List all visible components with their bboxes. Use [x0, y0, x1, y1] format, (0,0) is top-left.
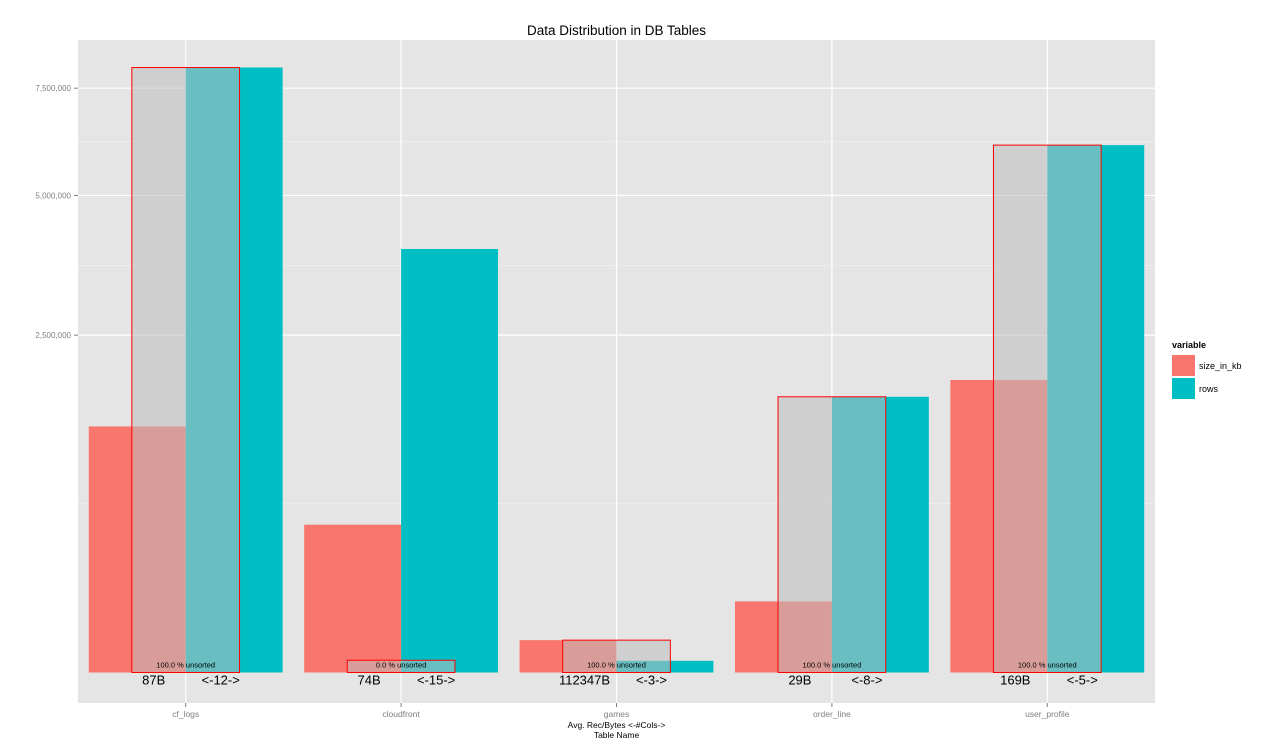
x-tick-label: cf_logs: [172, 709, 199, 719]
x-axis-label: Avg. Rec/Bytes <-#Cols->: [568, 720, 666, 730]
legend-swatch-rows: [1172, 378, 1195, 399]
unsorted-label: 100.0 % unsorted: [1018, 661, 1077, 670]
unsorted-label: 100.0 % unsorted: [156, 661, 215, 670]
legend-label-rows: rows: [1199, 383, 1219, 394]
legend-item-size-in-kb: size_in_kb: [1172, 354, 1242, 377]
x-tick-label: games: [604, 709, 630, 719]
legend-item-rows: rows: [1172, 377, 1242, 400]
overlay-bar: [131, 67, 241, 673]
legend-swatch-size-in-kb: [1172, 355, 1195, 376]
avg-rec-bytes-label: 112347B: [559, 673, 610, 688]
unsorted-label: 100.0 % unsorted: [803, 661, 862, 670]
overlay-bar: [562, 639, 671, 673]
unsorted-label: 100.0 % unsorted: [587, 661, 646, 670]
bar-rows: [401, 248, 499, 673]
legend: variable size_in_kb rows: [1172, 340, 1242, 400]
num-cols-label: <-15->: [417, 673, 455, 688]
legend-label-size-in-kb: size_in_kb: [1199, 360, 1242, 371]
unsorted-label: 0.0 % unsorted: [376, 661, 426, 670]
x-axis-title: Table Name: [594, 730, 640, 740]
avg-rec-bytes-label: 87B: [142, 673, 165, 688]
x-tick-label: cloudfront: [382, 709, 420, 719]
bar-size-in-kb: [304, 524, 402, 673]
avg-rec-bytes-label: 29B: [788, 673, 811, 688]
avg-rec-bytes-label: 74B: [358, 673, 381, 688]
num-cols-label: <-5->: [1067, 673, 1098, 688]
avg-rec-bytes-label: 169B: [1000, 673, 1030, 688]
overlay-bar: [777, 396, 887, 673]
x-tick-label: user_profile: [1025, 709, 1070, 719]
num-cols-label: <-3->: [636, 673, 667, 688]
y-tick-label: 5,000,000: [35, 191, 71, 200]
y-tick-label: 7,500,000: [35, 84, 71, 93]
legend-title: variable: [1172, 340, 1207, 350]
overlay-bar: [992, 144, 1102, 673]
overlay-bar: [346, 659, 456, 673]
y-tick-label: 2,500,000: [35, 331, 71, 340]
num-cols-label: <-8->: [851, 673, 882, 688]
num-cols-label: <-12->: [202, 673, 240, 688]
chart-title: Data Distribution in DB Tables: [527, 23, 706, 38]
x-tick-label: order_line: [813, 709, 851, 719]
